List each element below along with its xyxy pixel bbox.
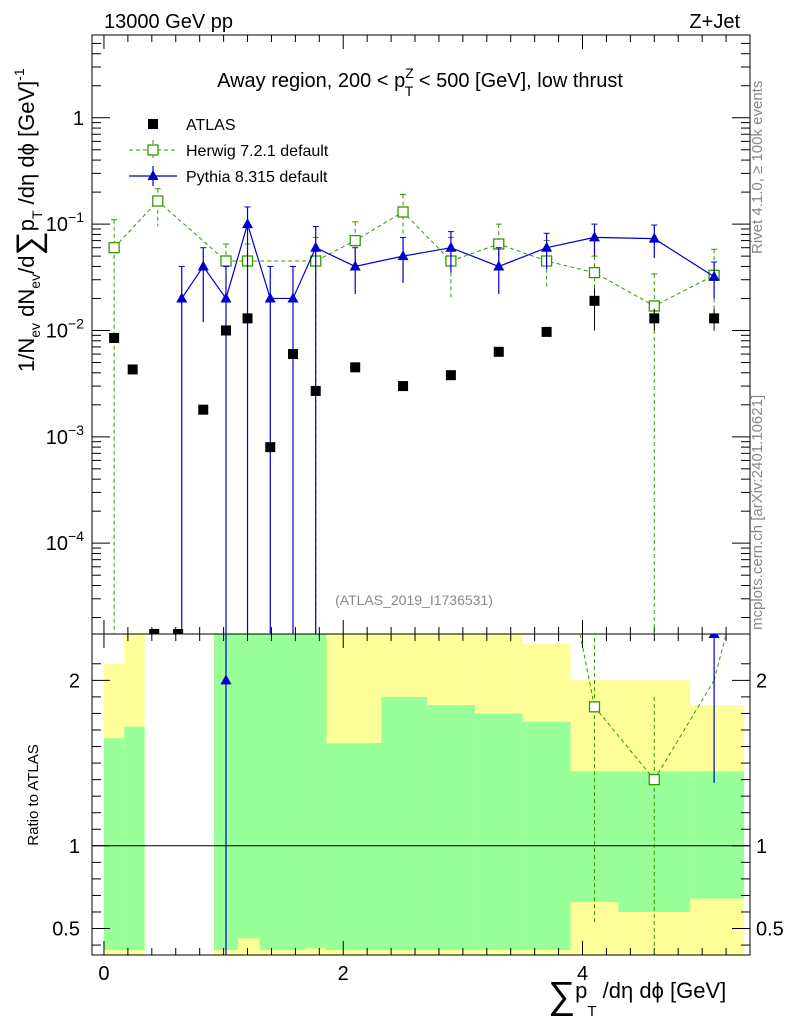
ratio-tick-label-left: 2 — [69, 670, 80, 692]
pythia-point — [242, 218, 254, 229]
legend-marker-atlas — [148, 119, 158, 129]
x-tick-label: 0 — [98, 963, 109, 985]
pythia-point — [264, 292, 276, 303]
main-data-layer — [108, 188, 720, 634]
pythia-point — [197, 260, 209, 271]
ratio-band-green — [381, 696, 427, 951]
pythia-point — [588, 231, 600, 242]
pythia-point — [287, 292, 299, 303]
x-tick-label: 2 — [338, 963, 349, 985]
herwig-point — [220, 255, 232, 267]
herwig-ratio-line — [653, 680, 715, 780]
legend-marker-pythia — [147, 170, 159, 180]
atlas-point — [149, 629, 160, 634]
pythia-point — [310, 241, 322, 252]
x-axis-label: ∑pT /dη dϕ [GeV] — [548, 975, 726, 1020]
y-tick-label: 10−1 — [46, 209, 84, 236]
legend-label: ATLAS — [186, 117, 236, 134]
atlas-point — [109, 332, 120, 343]
herwig-point — [397, 206, 409, 218]
pythia-point — [349, 260, 361, 271]
herwig-ratio-line — [579, 634, 595, 707]
pythia-point — [176, 292, 188, 303]
ratio-band-green — [474, 713, 523, 951]
atlas-point — [445, 370, 456, 381]
herwig-point — [152, 195, 164, 207]
mcplots-text: mcplots.cern.ch [arXiv:2401.10621] — [749, 395, 766, 630]
atlas-point — [127, 364, 138, 375]
pythia-point — [445, 241, 457, 252]
atlas-point — [287, 349, 298, 360]
pythia-ratio-point — [220, 674, 232, 685]
atlas-point — [350, 362, 361, 373]
x-tick-label: 4 — [577, 963, 588, 985]
atlas-point — [198, 404, 209, 415]
atlas-point — [589, 295, 600, 306]
ratio-band-green — [304, 634, 327, 949]
pythia-point — [493, 260, 505, 271]
herwig-line — [113, 200, 715, 307]
atlas-point — [173, 629, 184, 634]
ratio-band-green — [124, 726, 145, 951]
ratio-band-green — [690, 771, 745, 899]
atlas-point — [493, 346, 504, 357]
ratio-band-green — [326, 743, 382, 951]
legend-label: Herwig 7.2.1 default — [186, 143, 329, 160]
ratio-band-green — [103, 738, 125, 951]
ratio-tick-label-right: 1 — [756, 836, 767, 858]
y-axis-label: 1/Nev dNev/d∑pT /dη dϕ [GeV]-1 — [10, 68, 48, 372]
ratio-y-axis-label: Ratio to ATLAS — [25, 744, 42, 845]
y-tick-label: 1 — [73, 108, 84, 130]
atlas-point — [242, 313, 253, 324]
ratio-plot-frame — [91, 633, 751, 956]
pythia-ratio-point — [708, 634, 720, 638]
axis-tick-labels: 0 2 4 1 10−1 10−2 10−3 10−4 0.5 0.5 1 1 2 2 — [46, 108, 784, 985]
legend-label: Pythia 8.315 default — [186, 169, 328, 186]
atlas-point — [398, 381, 409, 392]
y-tick-label: 10−3 — [46, 422, 84, 449]
atlas-point — [541, 326, 552, 337]
atlas-point — [709, 313, 720, 324]
herwig-ratio-point — [588, 701, 601, 713]
pythia-point — [397, 250, 409, 261]
pythia-point — [648, 232, 660, 243]
ratio-band-green — [281, 634, 305, 951]
ratio-tick-label-left: 0.5 — [52, 919, 80, 941]
pythia-point — [708, 270, 720, 281]
y-tick-label: 10−2 — [46, 315, 84, 342]
herwig-point — [108, 242, 120, 254]
legend: ATLAS Herwig 7.2.1 default Pythia 8.315 de… — [129, 117, 329, 186]
legend-marker-herwig — [147, 144, 159, 156]
atlas-point — [310, 385, 321, 396]
atlas-point — [220, 325, 231, 336]
herwig-ratio-line — [594, 706, 655, 780]
ratio-tick-label-right: 2 — [756, 670, 767, 692]
pythia-point — [541, 241, 553, 252]
ratio-data-layer — [220, 634, 727, 955]
ratio-band-green — [522, 721, 571, 951]
herwig-ratio-point — [648, 773, 660, 786]
atlas-point — [265, 442, 276, 453]
rivet-version-text: Rivet 4.1.0, ≥ 100k events — [749, 81, 766, 254]
herwig-point — [349, 234, 361, 247]
atlas-point — [649, 313, 660, 324]
ratio-band-green — [426, 705, 475, 951]
plot-title: Away region, 200 < pZ T < 500 [GeV], low … — [217, 65, 623, 99]
header-left: 13000 GeV pp — [104, 11, 233, 33]
ratio-tick-label-left: 1 — [69, 836, 80, 858]
ratio-band-green — [259, 634, 282, 951]
y-tick-label: 10−4 — [46, 528, 84, 555]
ratio-band-layer — [103, 634, 745, 955]
header-right: Z+Jet — [689, 11, 740, 33]
ratio-tick-label-right: 0.5 — [756, 919, 784, 941]
pythia-point — [220, 292, 232, 303]
ratio-band-green — [237, 634, 260, 939]
herwig-point — [588, 266, 601, 279]
ratio-band-green — [618, 771, 691, 912]
herwig-ratio-line — [713, 634, 727, 681]
analysis-id: (ATLAS_2019_I1736531) — [335, 592, 493, 608]
